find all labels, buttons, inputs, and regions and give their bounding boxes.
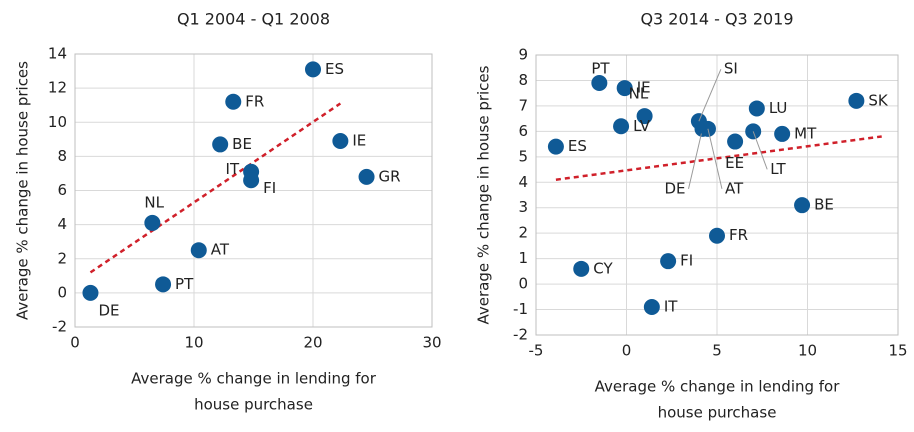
point-label: FR: [245, 92, 264, 110]
scatter-point: [591, 75, 608, 91]
leader-line: [688, 128, 704, 189]
scatter-point: [709, 227, 725, 244]
point-label: DE: [664, 179, 685, 197]
point-label: AT: [211, 241, 230, 259]
y-tick-label: 12: [48, 79, 67, 97]
y-tick-label: 0: [57, 283, 67, 301]
y-tick-label: 8: [518, 71, 528, 89]
y-tick-label: 10: [48, 113, 67, 131]
y-tick-label: 1: [518, 249, 528, 267]
y-tick-label: 9: [518, 46, 528, 64]
point-label: SK: [868, 91, 889, 109]
scatter-point: [660, 253, 677, 270]
y-tick-label: -1: [513, 300, 528, 318]
y-tick-label: 6: [518, 122, 528, 140]
point-label: SI: [724, 60, 738, 78]
y-tick-label: 2: [518, 224, 528, 242]
point-label: LV: [633, 117, 651, 135]
point-label: FI: [263, 179, 276, 197]
scatter-point: [774, 125, 791, 142]
point-label: GR: [379, 167, 401, 185]
chart-title: Q1 2004 - Q1 2008: [177, 10, 330, 29]
scatter-point: [358, 168, 375, 185]
plot-frame: [74, 53, 433, 328]
x-tick-label: 5: [712, 342, 722, 360]
scatter-point: [305, 61, 321, 78]
scatter-point: [243, 172, 260, 189]
point-label: MT: [794, 124, 817, 142]
point-label: IT: [664, 298, 678, 316]
point-label: BE: [232, 135, 252, 153]
y-axis-label: Average % change in house prices: [475, 65, 493, 324]
scatter-point: [82, 284, 99, 301]
leader-line: [707, 128, 723, 189]
point-label: NL: [629, 85, 649, 103]
point-label: BE: [814, 196, 834, 214]
x-tick-label: -5: [529, 342, 544, 360]
scatter-point: [225, 93, 242, 110]
point-label: CY: [593, 259, 613, 277]
x-axis-label: Average % change in lending for: [595, 378, 841, 396]
point-label: IT: [226, 160, 240, 178]
y-axis-label: Average % change in house prices: [14, 61, 32, 320]
point-label: ES: [325, 60, 344, 78]
y-tick-label: 0: [518, 275, 528, 293]
trendline: [555, 135, 882, 181]
y-tick-label: -2: [513, 326, 528, 344]
point-label: EE: [725, 154, 744, 172]
y-tick-label: -2: [52, 318, 67, 336]
leader-line: [752, 131, 768, 170]
point-label: IE: [637, 79, 651, 97]
y-tick-label: 5: [518, 147, 528, 165]
point-label: DE: [98, 301, 119, 319]
point-label: AT: [725, 179, 744, 197]
chart-title: Q3 2014 - Q3 2019: [640, 10, 793, 29]
scatter-point: [613, 118, 630, 135]
x-axis-label: house purchase: [658, 404, 777, 422]
scatter-point: [748, 100, 765, 117]
x-tick-label: 0: [70, 334, 80, 352]
scatter-point: [643, 299, 660, 315]
scatter-point: [547, 138, 564, 155]
x-tick-label: 15: [888, 342, 907, 360]
scatter-point: [573, 260, 590, 277]
scatter-point: [794, 197, 811, 214]
point-label: LU: [769, 99, 788, 117]
point-label: ES: [568, 137, 587, 155]
plot-frame: [535, 54, 899, 336]
x-axis-label: house purchase: [194, 396, 313, 414]
y-tick-label: 7: [518, 96, 528, 114]
leader-line: [698, 68, 722, 122]
point-label: LT: [770, 160, 786, 178]
scatter-point: [727, 133, 744, 150]
scatter-point: [636, 108, 653, 125]
x-tick-label: 10: [798, 342, 817, 360]
scatter-point: [212, 136, 229, 153]
y-tick-label: 2: [57, 249, 67, 267]
y-tick-label: 4: [57, 215, 67, 233]
scatter-point: [848, 92, 865, 109]
point-label: IE: [352, 132, 366, 150]
y-tick-label: 6: [57, 181, 67, 199]
point-label: NL: [144, 193, 164, 211]
scatter-point: [616, 80, 633, 97]
scatter-point: [190, 242, 207, 259]
scatter-point: [332, 133, 349, 150]
scatter-point: [155, 276, 172, 293]
y-tick-label: 8: [57, 147, 67, 165]
y-tick-label: 14: [48, 45, 67, 63]
scatter-point: [144, 214, 161, 231]
x-tick-label: 20: [303, 334, 322, 352]
y-tick-label: 4: [518, 173, 528, 191]
x-tick-label: 10: [184, 334, 203, 352]
y-tick-label: 3: [518, 198, 528, 216]
point-label: FR: [729, 226, 748, 244]
point-label: PT: [175, 275, 194, 293]
point-label: PT: [591, 60, 610, 78]
point-label: FI: [680, 252, 693, 270]
x-axis-label: Average % change in lending for: [131, 370, 377, 388]
x-tick-label: 30: [422, 334, 441, 352]
x-tick-label: 0: [622, 342, 632, 360]
